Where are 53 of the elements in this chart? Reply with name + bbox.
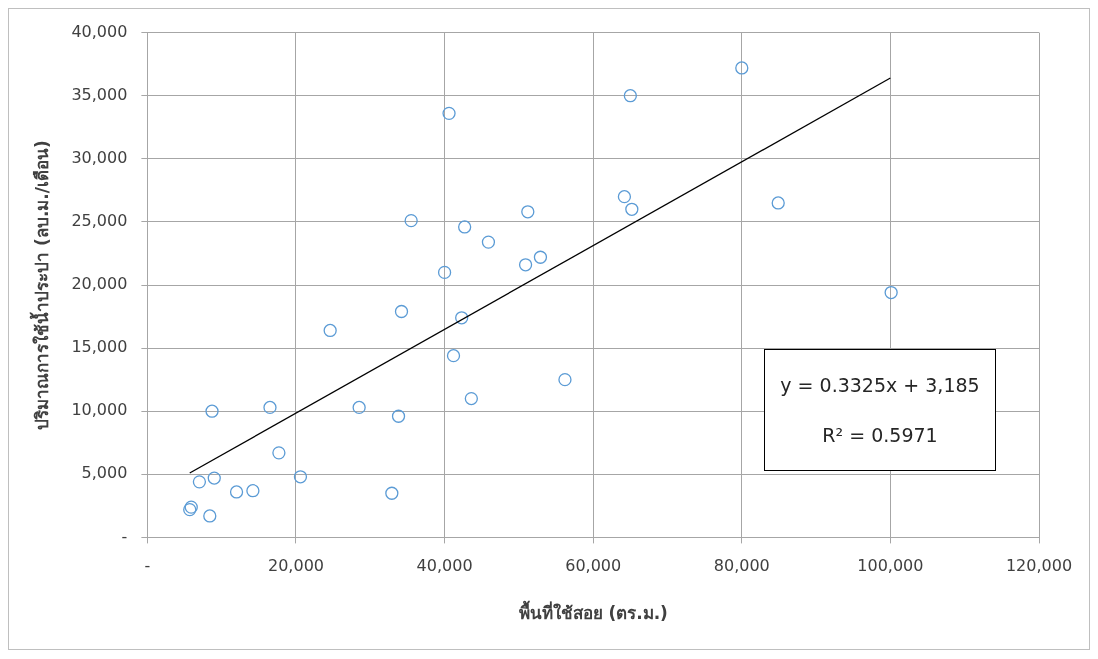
point: [455, 311, 469, 325]
point: [521, 205, 535, 219]
point: [207, 471, 221, 485]
x-tick-label: 20,000: [267, 556, 324, 576]
point: [203, 509, 217, 523]
point: [884, 285, 898, 300]
point: [246, 484, 260, 498]
point: [205, 404, 219, 418]
point: [394, 304, 409, 319]
point: [458, 220, 472, 234]
point: [617, 190, 632, 204]
point: [623, 89, 637, 103]
point: [533, 250, 548, 264]
x-tick-label: 80,000: [713, 556, 770, 576]
point: [481, 235, 496, 249]
equation-box: y = 0.3325x + 3,185 R² = 0.5971: [764, 349, 996, 471]
y-tick-label: -: [121, 526, 128, 546]
point: [518, 258, 533, 272]
annotation: R² = 0.5971: [821, 423, 939, 448]
y-tick-label: 10,000: [71, 400, 128, 420]
point: [229, 485, 244, 499]
y-tick-label: 15,000: [71, 337, 128, 357]
point: [442, 106, 456, 121]
y-axis-title: ปริมาณการใช้น้ำประปา (ลบ.ม./เดือน): [28, 140, 52, 430]
y-tick-label: 25,000: [71, 211, 128, 231]
point: [771, 196, 785, 210]
point: [437, 265, 452, 280]
point: [404, 213, 418, 228]
x-tick-label: -: [144, 556, 151, 576]
y-tick-label: 30,000: [71, 147, 128, 167]
x-axis-title: พื้นที่ใช้สอย (ตร.ม.): [518, 600, 668, 624]
y-tick-label: 40,000: [71, 21, 128, 41]
point: [558, 373, 572, 387]
point: [263, 400, 277, 415]
x-tick-label: 120,000: [1005, 556, 1073, 576]
point: [446, 349, 461, 363]
point: [323, 323, 337, 338]
y-tick-label: 35,000: [71, 84, 128, 104]
point: [293, 470, 308, 484]
point: [464, 391, 478, 406]
x-tick-label: 40,000: [416, 556, 473, 576]
y-tick-label: 5,000: [81, 463, 128, 483]
x-tick-label: 100,000: [857, 556, 924, 576]
point: [352, 400, 366, 415]
point: [391, 409, 406, 423]
point: [625, 202, 639, 216]
annotation: y = 0.3325x + 3,185: [779, 373, 981, 398]
point: [385, 486, 399, 500]
x-tick-label: 60,000: [565, 556, 622, 576]
point: [735, 61, 749, 75]
y-tick-label: 20,000: [71, 274, 128, 294]
point: [272, 446, 286, 460]
point: [192, 475, 207, 489]
